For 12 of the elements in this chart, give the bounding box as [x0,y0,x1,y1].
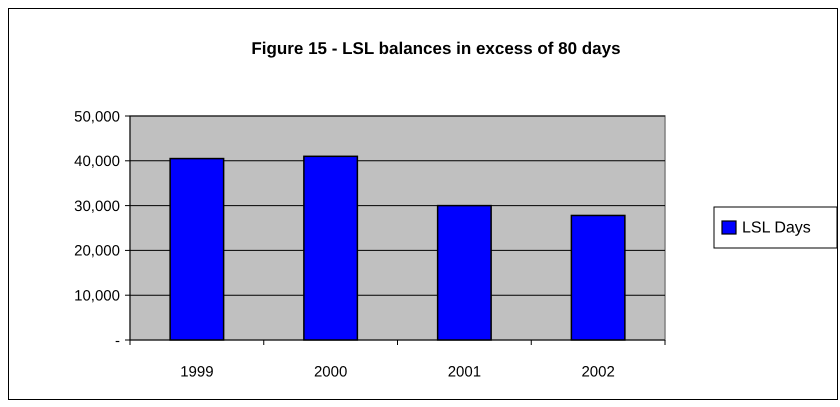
legend-label: LSL Days [742,220,811,237]
y-tick-label: - [115,332,120,350]
x-tick-label: 2001 [448,363,482,380]
y-tick-label: 40,000 [74,153,120,170]
y-tick-label: 50,000 [74,108,120,126]
chart-title: Figure 15 - LSL balances in excess of 80 days [251,39,621,58]
x-tick-label: 2000 [314,363,348,380]
y-tick-label: 30,000 [74,198,120,215]
x-tick-label: 1999 [180,363,214,380]
y-tick-label: 10,000 [74,287,120,304]
y-tick-label: 20,000 [74,242,120,260]
x-tick-label: 2002 [581,363,615,380]
